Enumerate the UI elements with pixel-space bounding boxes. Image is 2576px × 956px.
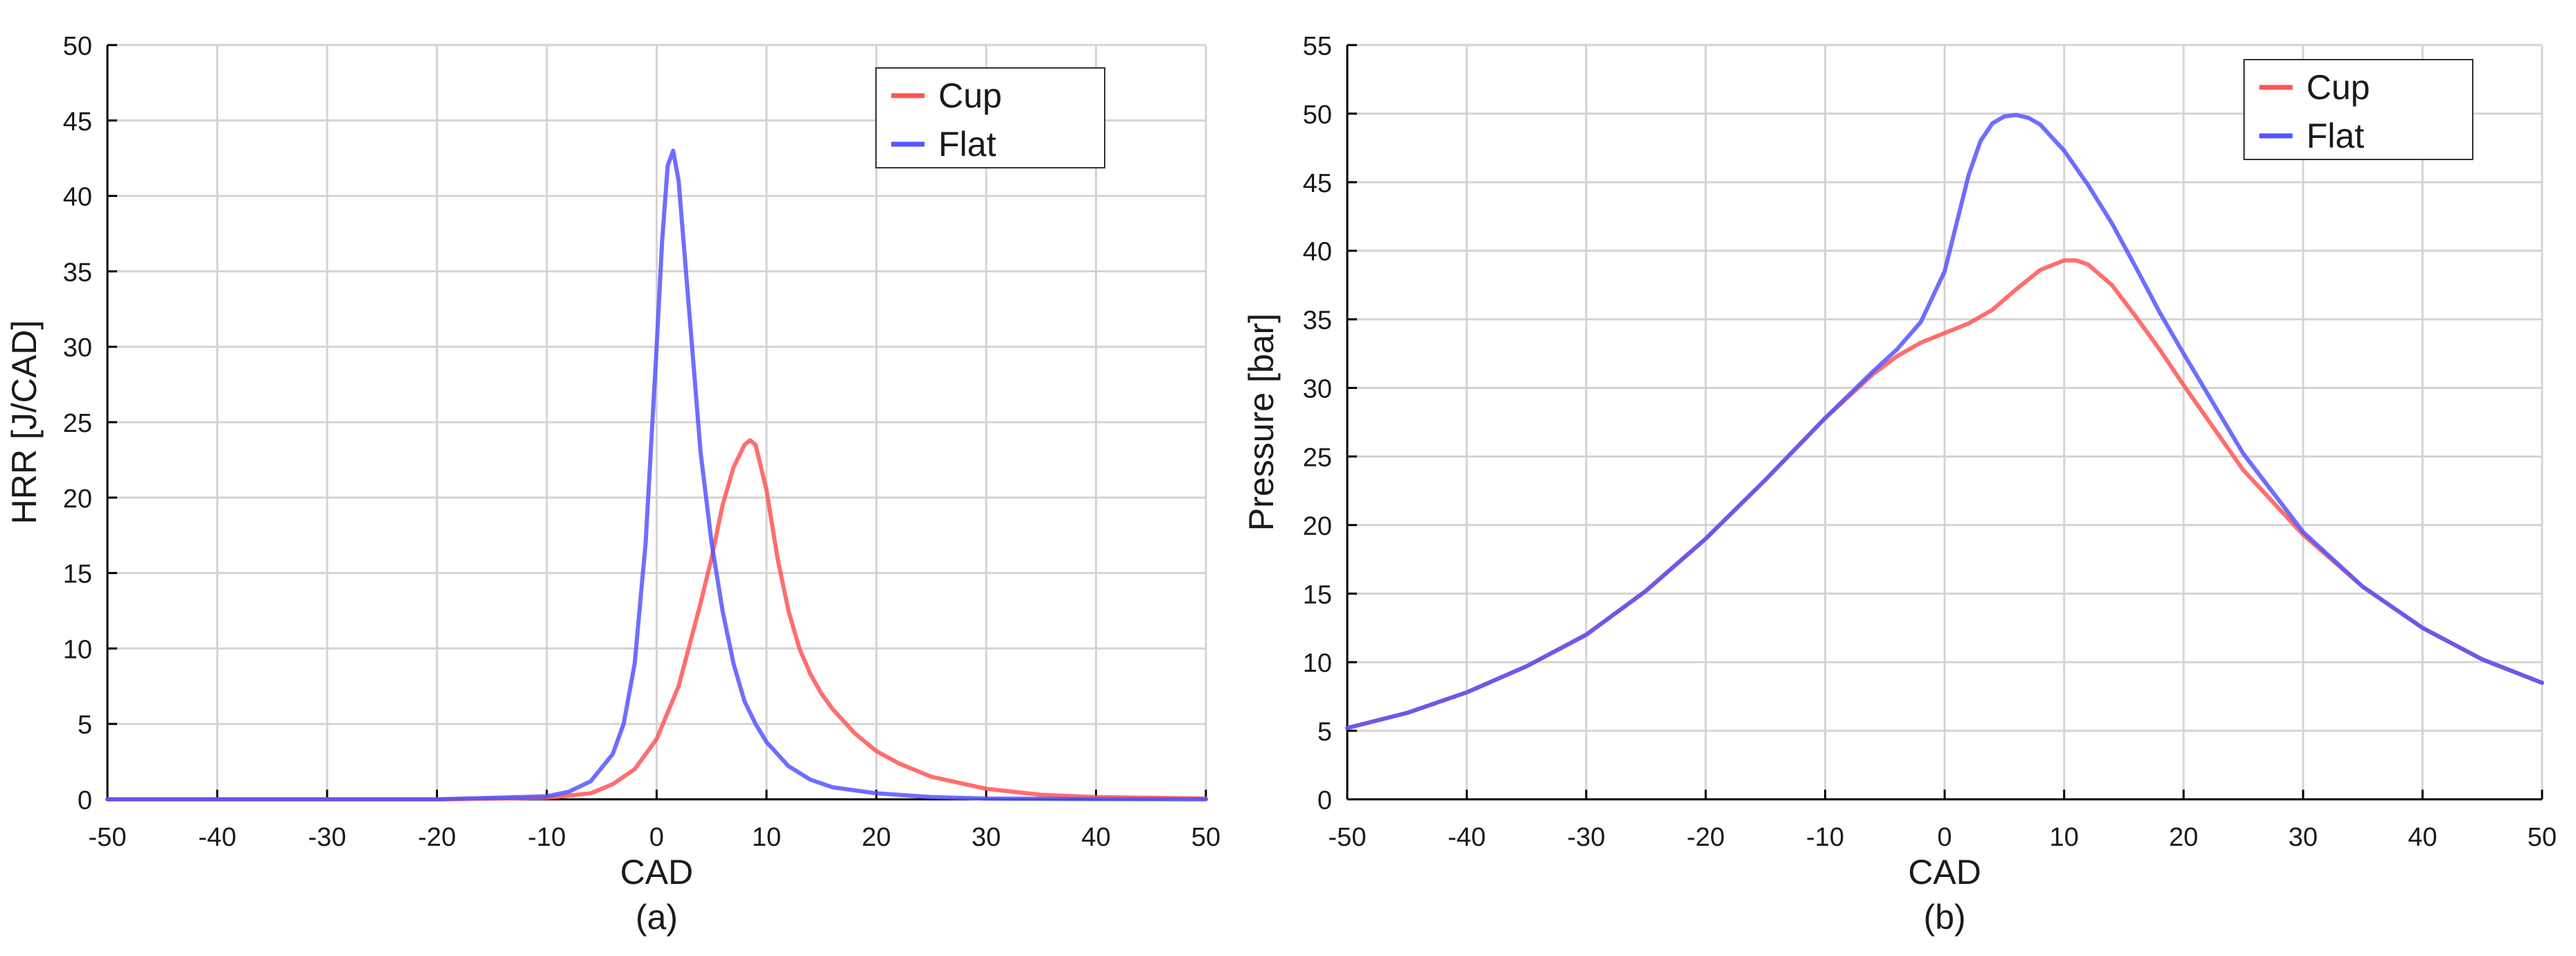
chart-a: -50 -40 -30 -20 -10 0 10 20 30 40 50 0 5 10 15 20 25 30 35… xyxy=(5,32,1220,937)
y-tick-label: 30 xyxy=(1303,375,1332,404)
x-tick-label: 20 xyxy=(2169,823,2198,852)
legend-label-flat: Flat xyxy=(2306,116,2364,155)
x-tick-label: 30 xyxy=(972,823,1001,852)
x-tick-label: 50 xyxy=(1191,823,1220,852)
y-tick-label: 25 xyxy=(1303,443,1332,472)
legend: Cup Flat xyxy=(2243,59,2473,160)
legend: Cup Flat xyxy=(875,67,1105,168)
y-tick-label: 50 xyxy=(1303,101,1332,130)
chart-caption: (b) xyxy=(1923,898,1965,937)
chart-b: -50 -40 -30 -20 -10 0 10 20 30 40 50 0 5 10 15 20 25 30 35… xyxy=(1242,32,2557,937)
legend-label-cup: Cup xyxy=(2306,68,2370,107)
x-tick-label: -30 xyxy=(1567,823,1605,852)
x-tick-label: -30 xyxy=(308,823,347,852)
y-tick-label: 45 xyxy=(1303,169,1332,198)
x-tick-label: -10 xyxy=(1806,823,1844,852)
y-tick-label: 0 xyxy=(78,786,92,815)
x-tick-label: -40 xyxy=(198,823,236,852)
y-tick-label: 0 xyxy=(1317,786,1332,815)
x-tick-label: 20 xyxy=(861,823,891,852)
y-tick-label: 45 xyxy=(63,107,92,137)
x-axis-label: CAD xyxy=(620,853,694,892)
legend-box xyxy=(2243,59,2473,160)
y-tick-label: 10 xyxy=(63,635,92,664)
y-tick-label: 10 xyxy=(1303,649,1332,678)
x-tick-label: -10 xyxy=(528,823,566,852)
x-tick-label: 50 xyxy=(2527,823,2557,852)
x-tick-label: -40 xyxy=(1448,823,1486,852)
x-tick-label: 30 xyxy=(2288,823,2317,852)
y-tick-label: 55 xyxy=(1303,32,1332,61)
series-line-flat xyxy=(105,148,1208,801)
x-tick-label: -20 xyxy=(1687,823,1725,852)
y-tick-label: 50 xyxy=(63,32,92,61)
y-tick-label: 30 xyxy=(63,333,92,363)
x-tick-label: -20 xyxy=(418,823,456,852)
x-tick-label: 10 xyxy=(752,823,781,852)
x-tick-label: 0 xyxy=(1937,823,1952,852)
legend-label-flat: Flat xyxy=(938,125,996,164)
y-axis-label: Pressure [bar] xyxy=(1242,313,1281,531)
x-tick-label: -50 xyxy=(1329,823,1367,852)
x-tick-label: -50 xyxy=(89,823,127,852)
x-axis-label: CAD xyxy=(1908,853,1981,892)
x-tick-label: 10 xyxy=(2049,823,2078,852)
y-tick-label: 20 xyxy=(63,485,92,514)
x-tick-label: 0 xyxy=(649,823,664,852)
y-tick-label: 15 xyxy=(63,560,92,589)
series-line-flat xyxy=(1345,112,2544,731)
y-tick-label: 35 xyxy=(63,258,92,287)
y-tick-label: 5 xyxy=(78,711,92,740)
y-tick-label: 35 xyxy=(1303,306,1332,336)
y-tick-label: 20 xyxy=(1303,512,1332,541)
legend-box xyxy=(875,67,1105,168)
y-tick-label: 15 xyxy=(1303,580,1332,609)
y-tick-label: 5 xyxy=(1317,718,1332,747)
series-line-cup xyxy=(105,438,1208,801)
chart-caption: (a) xyxy=(636,898,678,937)
y-tick-label: 40 xyxy=(1303,238,1332,267)
y-tick-label: 25 xyxy=(63,409,92,438)
x-tick-label: 40 xyxy=(1081,823,1110,852)
y-axis-label: HRR [J/CAD] xyxy=(5,320,44,524)
x-tick-label: 40 xyxy=(2408,823,2437,852)
y-tick-label: 40 xyxy=(63,183,92,212)
legend-label-cup: Cup xyxy=(938,76,1002,115)
